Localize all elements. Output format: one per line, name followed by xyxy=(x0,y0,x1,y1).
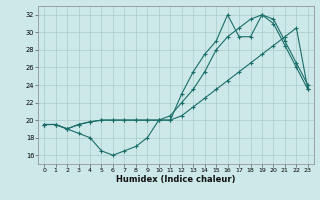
X-axis label: Humidex (Indice chaleur): Humidex (Indice chaleur) xyxy=(116,175,236,184)
